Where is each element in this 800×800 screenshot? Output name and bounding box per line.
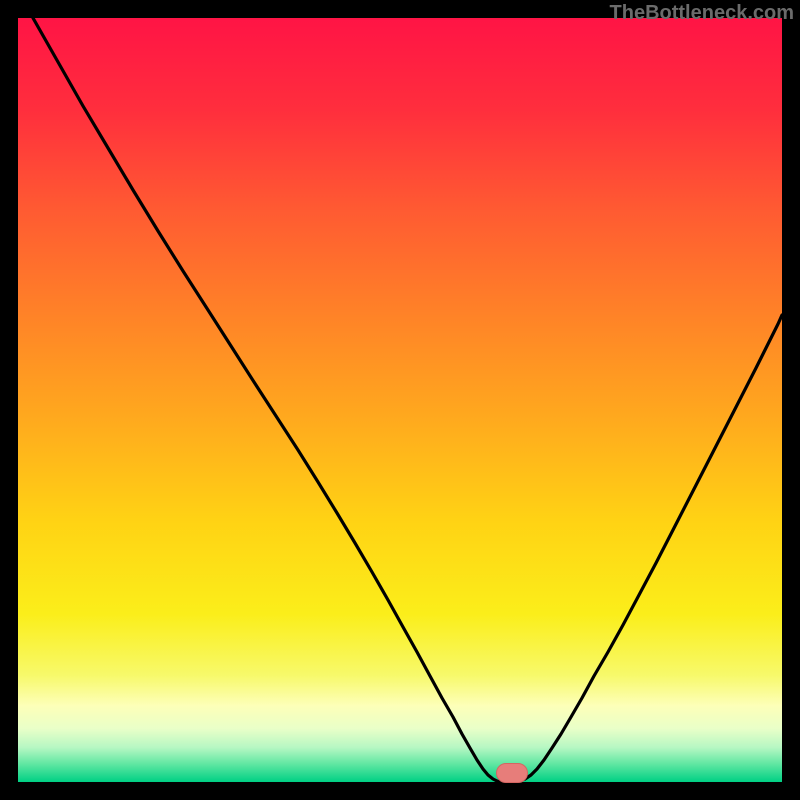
watermark-text: TheBottleneck.com — [610, 2, 794, 25]
bottleneck-curve — [18, 18, 782, 782]
bottleneck-marker — [496, 763, 528, 783]
plot-area — [18, 18, 782, 782]
